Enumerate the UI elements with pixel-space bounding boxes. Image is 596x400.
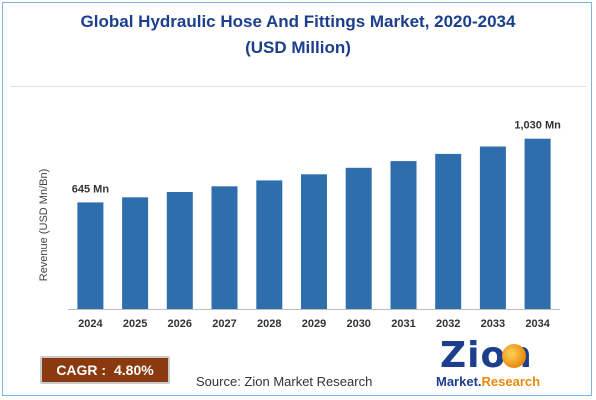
zion-logo: Zion Market.Research xyxy=(430,336,560,392)
x-tick-label: 2026 xyxy=(168,318,192,330)
cagr-value: 4.80% xyxy=(113,362,154,378)
logo-subtitle: Market.Research xyxy=(436,374,540,389)
bar-2029 xyxy=(301,174,327,309)
x-tick-label: 2030 xyxy=(346,318,370,330)
y-axis-label: Revenue (USD Mn/Bn) xyxy=(38,168,50,282)
x-tick-label: 2031 xyxy=(391,318,415,330)
bar-2033 xyxy=(479,146,506,309)
bar-2034 xyxy=(524,138,551,309)
x-tick-label: 2032 xyxy=(436,318,460,330)
data-label-2034: 1,030 Mn xyxy=(514,120,561,132)
x-tick-label: 2033 xyxy=(481,318,505,330)
x-tick-label: 2034 xyxy=(525,318,550,330)
bar-2024 xyxy=(77,202,104,309)
title-divider xyxy=(10,86,586,87)
logo-sub-research: Research xyxy=(481,374,541,389)
data-label-2024: 645 Mn xyxy=(72,183,110,195)
source-note: Source: Zion Market Research xyxy=(196,374,373,389)
globe-icon xyxy=(502,344,526,368)
bar-2030 xyxy=(345,167,372,309)
chart-subtitle: (USD Million) xyxy=(245,38,351,57)
x-tick-label: 2024 xyxy=(78,318,103,330)
bar-2025 xyxy=(122,197,149,309)
logo-sub-market: Market. xyxy=(436,374,482,389)
bar-2026 xyxy=(166,192,193,309)
chart-title: Global Hydraulic Hose And Fittings Marke… xyxy=(80,12,516,31)
bar-2032 xyxy=(435,153,462,309)
x-tick-label: 2027 xyxy=(212,318,236,330)
bar-2028 xyxy=(256,180,283,309)
x-tick-label: 2025 xyxy=(123,318,147,330)
x-tick-label: 2029 xyxy=(302,318,326,330)
bar-2031 xyxy=(390,161,417,309)
cagr-badge: CAGR : 4.80% xyxy=(40,356,170,384)
cagr-label: CAGR : xyxy=(56,362,107,378)
bar-2027 xyxy=(211,186,238,309)
x-tick-label: 2028 xyxy=(257,318,281,330)
